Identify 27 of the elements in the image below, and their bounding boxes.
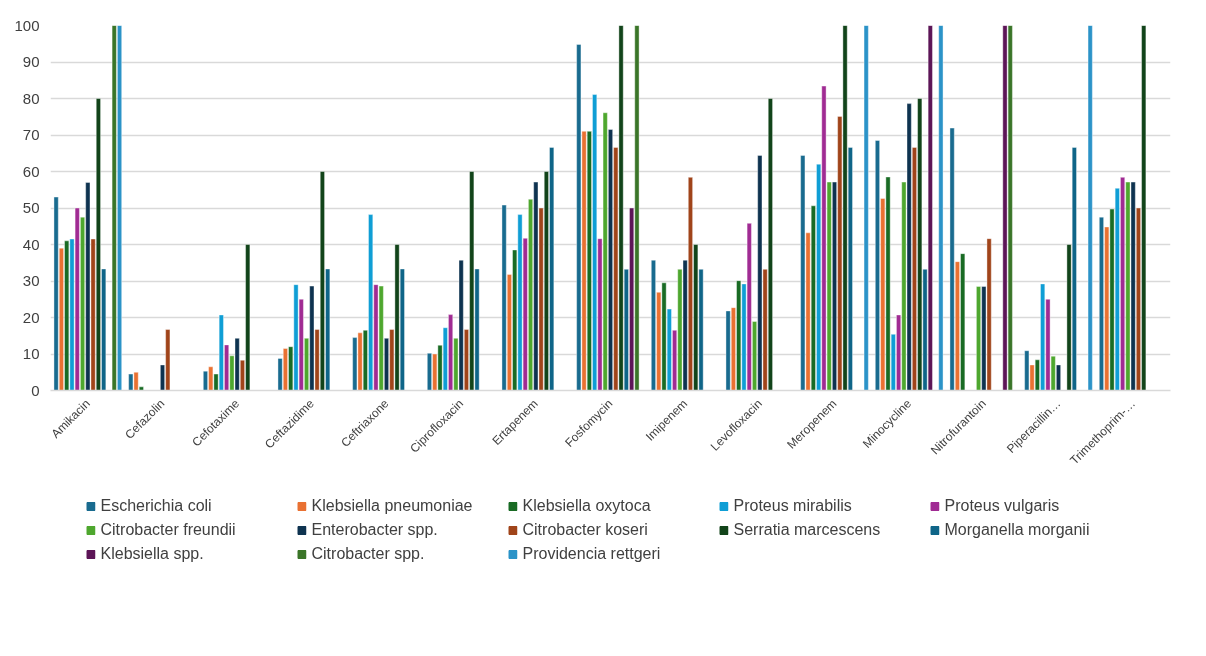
legend-label: Citrobacter freundii (100, 521, 237, 539)
bar (863, 25, 869, 391)
legend-label: Enterobacter spp. (311, 521, 439, 539)
y-tick-label: 50 (22, 199, 40, 216)
legend-label: Citrobacter koseri (522, 521, 649, 539)
bar (938, 25, 944, 391)
bar (1087, 25, 1093, 391)
y-tick-label: 30 (22, 272, 40, 289)
y-tick-label: 100 (14, 16, 40, 34)
legend-label: Escherichia coli (100, 497, 213, 515)
legend-label: Klebsiella pneumoniae (311, 497, 474, 515)
y-tick-label: 80 (22, 89, 40, 107)
y-tick-label: 20 (22, 308, 40, 326)
y-tick-label: 40 (22, 235, 40, 253)
legend-label: Proteus mirabilis (733, 497, 853, 515)
legend-label: Providencia rettgeri (522, 545, 662, 563)
legend-label: Klebsiella spp. (100, 545, 205, 563)
legend-label: Proteus vulgaris (944, 497, 1061, 515)
y-tick-label: 0 (31, 381, 40, 399)
legend-label: Morganella morganii (944, 521, 1091, 539)
y-tick-label: 70 (22, 126, 40, 143)
legend-label: Citrobacter spp. (311, 545, 426, 563)
y-tick-label: 90 (22, 53, 40, 70)
y-tick-label: 10 (22, 345, 40, 362)
legend-label: Serratia marcescens (733, 521, 882, 539)
legend-label: Klebsiella oxytoca (522, 497, 652, 515)
y-tick-label: 60 (22, 162, 40, 180)
